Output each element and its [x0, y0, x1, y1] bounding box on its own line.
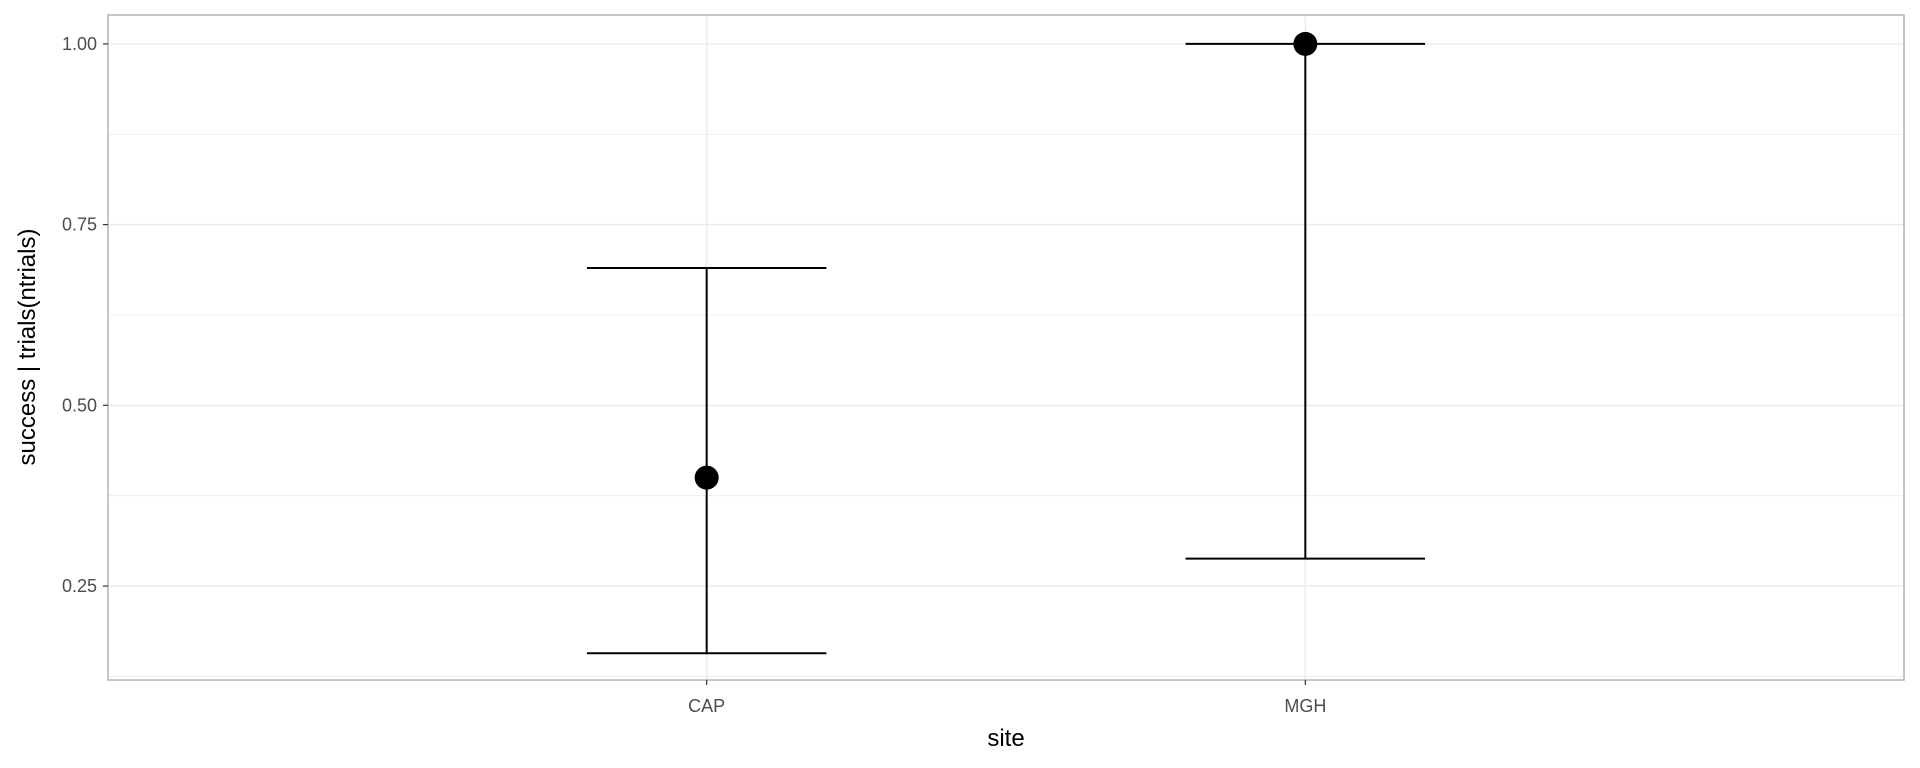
y-tick-label: 0.75	[62, 215, 97, 235]
estimate-point	[1293, 31, 1318, 56]
y-axis-ticks: 0.25 0.50 0.75 1.00	[62, 34, 108, 596]
minor-gridlines	[108, 133, 1904, 677]
x-axis-ticks: CAP MGH	[688, 680, 1326, 716]
panel-border	[107, 14, 1905, 681]
y-tick-label: 1.00	[62, 34, 97, 54]
x-axis-title: site	[987, 725, 1024, 752]
chart-marks	[586, 31, 1426, 655]
y-tick-label: 0.50	[62, 395, 97, 415]
x-tick-label: MGH	[1284, 696, 1326, 716]
y-tick-label: 0.25	[62, 576, 97, 596]
y-axis-title: success | trials(ntrials)	[14, 229, 41, 466]
x-tick-label: CAP	[688, 696, 725, 716]
major-gridlines	[108, 15, 1904, 680]
estimate-point	[694, 465, 719, 490]
